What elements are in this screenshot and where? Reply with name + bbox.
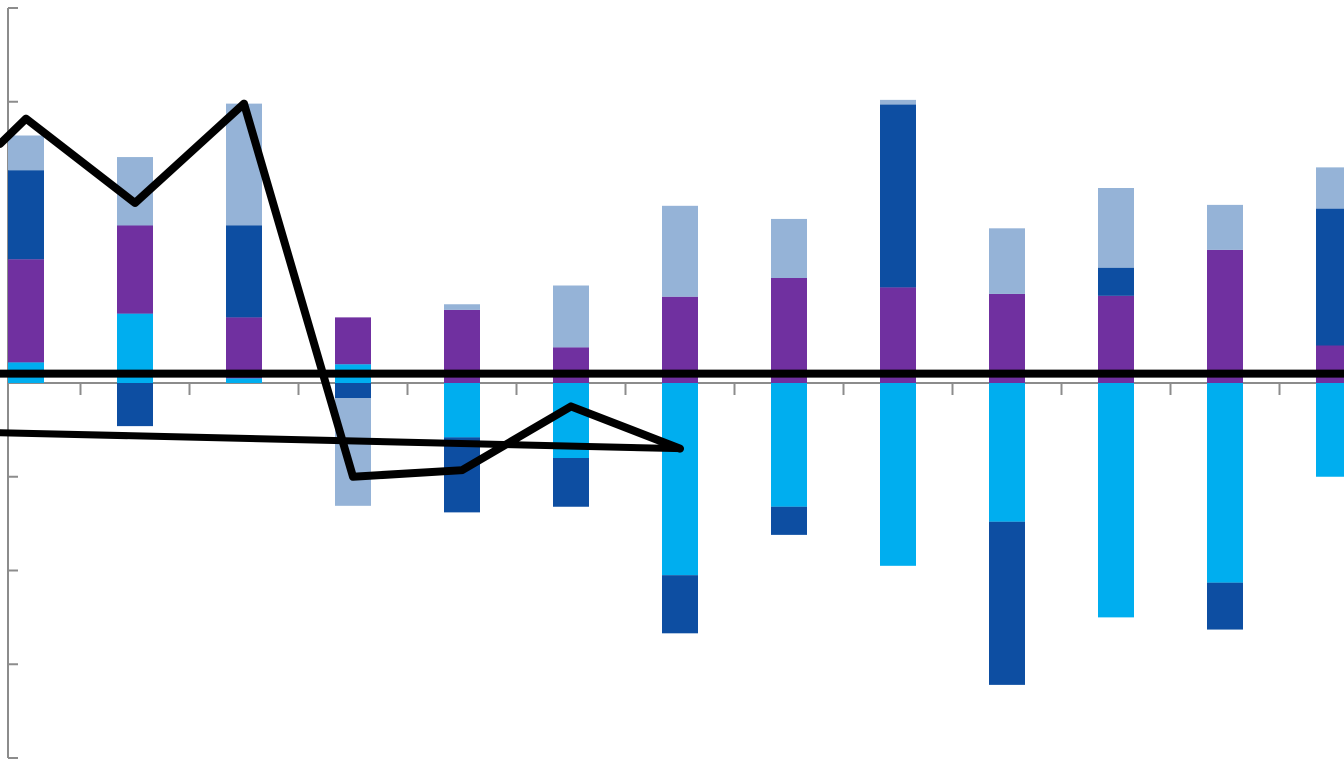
bar-segment xyxy=(444,304,480,310)
bar-segment xyxy=(1207,383,1243,583)
bar-segment xyxy=(771,278,807,383)
bar-segment xyxy=(880,99,916,105)
bar-segment xyxy=(771,383,807,507)
bar-segment xyxy=(1098,295,1134,383)
bar-segment xyxy=(226,103,262,226)
bar-segment xyxy=(226,317,262,379)
bar-segment xyxy=(880,104,916,288)
bar-segment xyxy=(880,383,916,566)
bar-segment xyxy=(662,575,698,634)
series-line xyxy=(0,99,684,481)
bar-segment xyxy=(1098,188,1134,268)
bar-segment xyxy=(880,287,916,383)
bar-segment xyxy=(8,170,44,260)
bar-segment xyxy=(335,398,371,506)
bar-segment xyxy=(771,218,807,278)
bars xyxy=(8,99,1344,685)
bar-segment xyxy=(989,383,1025,522)
bar-segment xyxy=(1207,204,1243,250)
bar-segment xyxy=(553,347,589,383)
bar-segment xyxy=(1316,167,1344,209)
bar-segment xyxy=(226,378,262,383)
bar-segment xyxy=(553,458,589,507)
bar-segment xyxy=(226,225,262,318)
bar-segment xyxy=(335,383,371,398)
bar-segment xyxy=(989,293,1025,383)
bar-segment xyxy=(989,521,1025,685)
bar-segment xyxy=(662,383,698,576)
bar-segment xyxy=(1098,267,1134,296)
bar-segment xyxy=(989,228,1025,294)
bar-segment xyxy=(1316,383,1344,477)
series-line xyxy=(0,429,684,453)
bar-segment xyxy=(553,285,589,348)
bar-segment xyxy=(1316,208,1344,346)
bar-segment xyxy=(662,205,698,297)
bar-segment xyxy=(117,383,153,427)
bar-segment xyxy=(771,506,807,535)
lines xyxy=(0,99,1344,481)
bar-segment xyxy=(444,383,480,438)
bar-segment xyxy=(335,317,371,365)
bar-segment xyxy=(662,296,698,383)
bar-segment xyxy=(1207,249,1243,383)
bar-segment xyxy=(117,225,153,314)
bar-segment xyxy=(8,259,44,363)
bar-segment xyxy=(8,135,44,171)
bar-segment xyxy=(1098,383,1134,618)
bar-segment xyxy=(1207,582,1243,630)
